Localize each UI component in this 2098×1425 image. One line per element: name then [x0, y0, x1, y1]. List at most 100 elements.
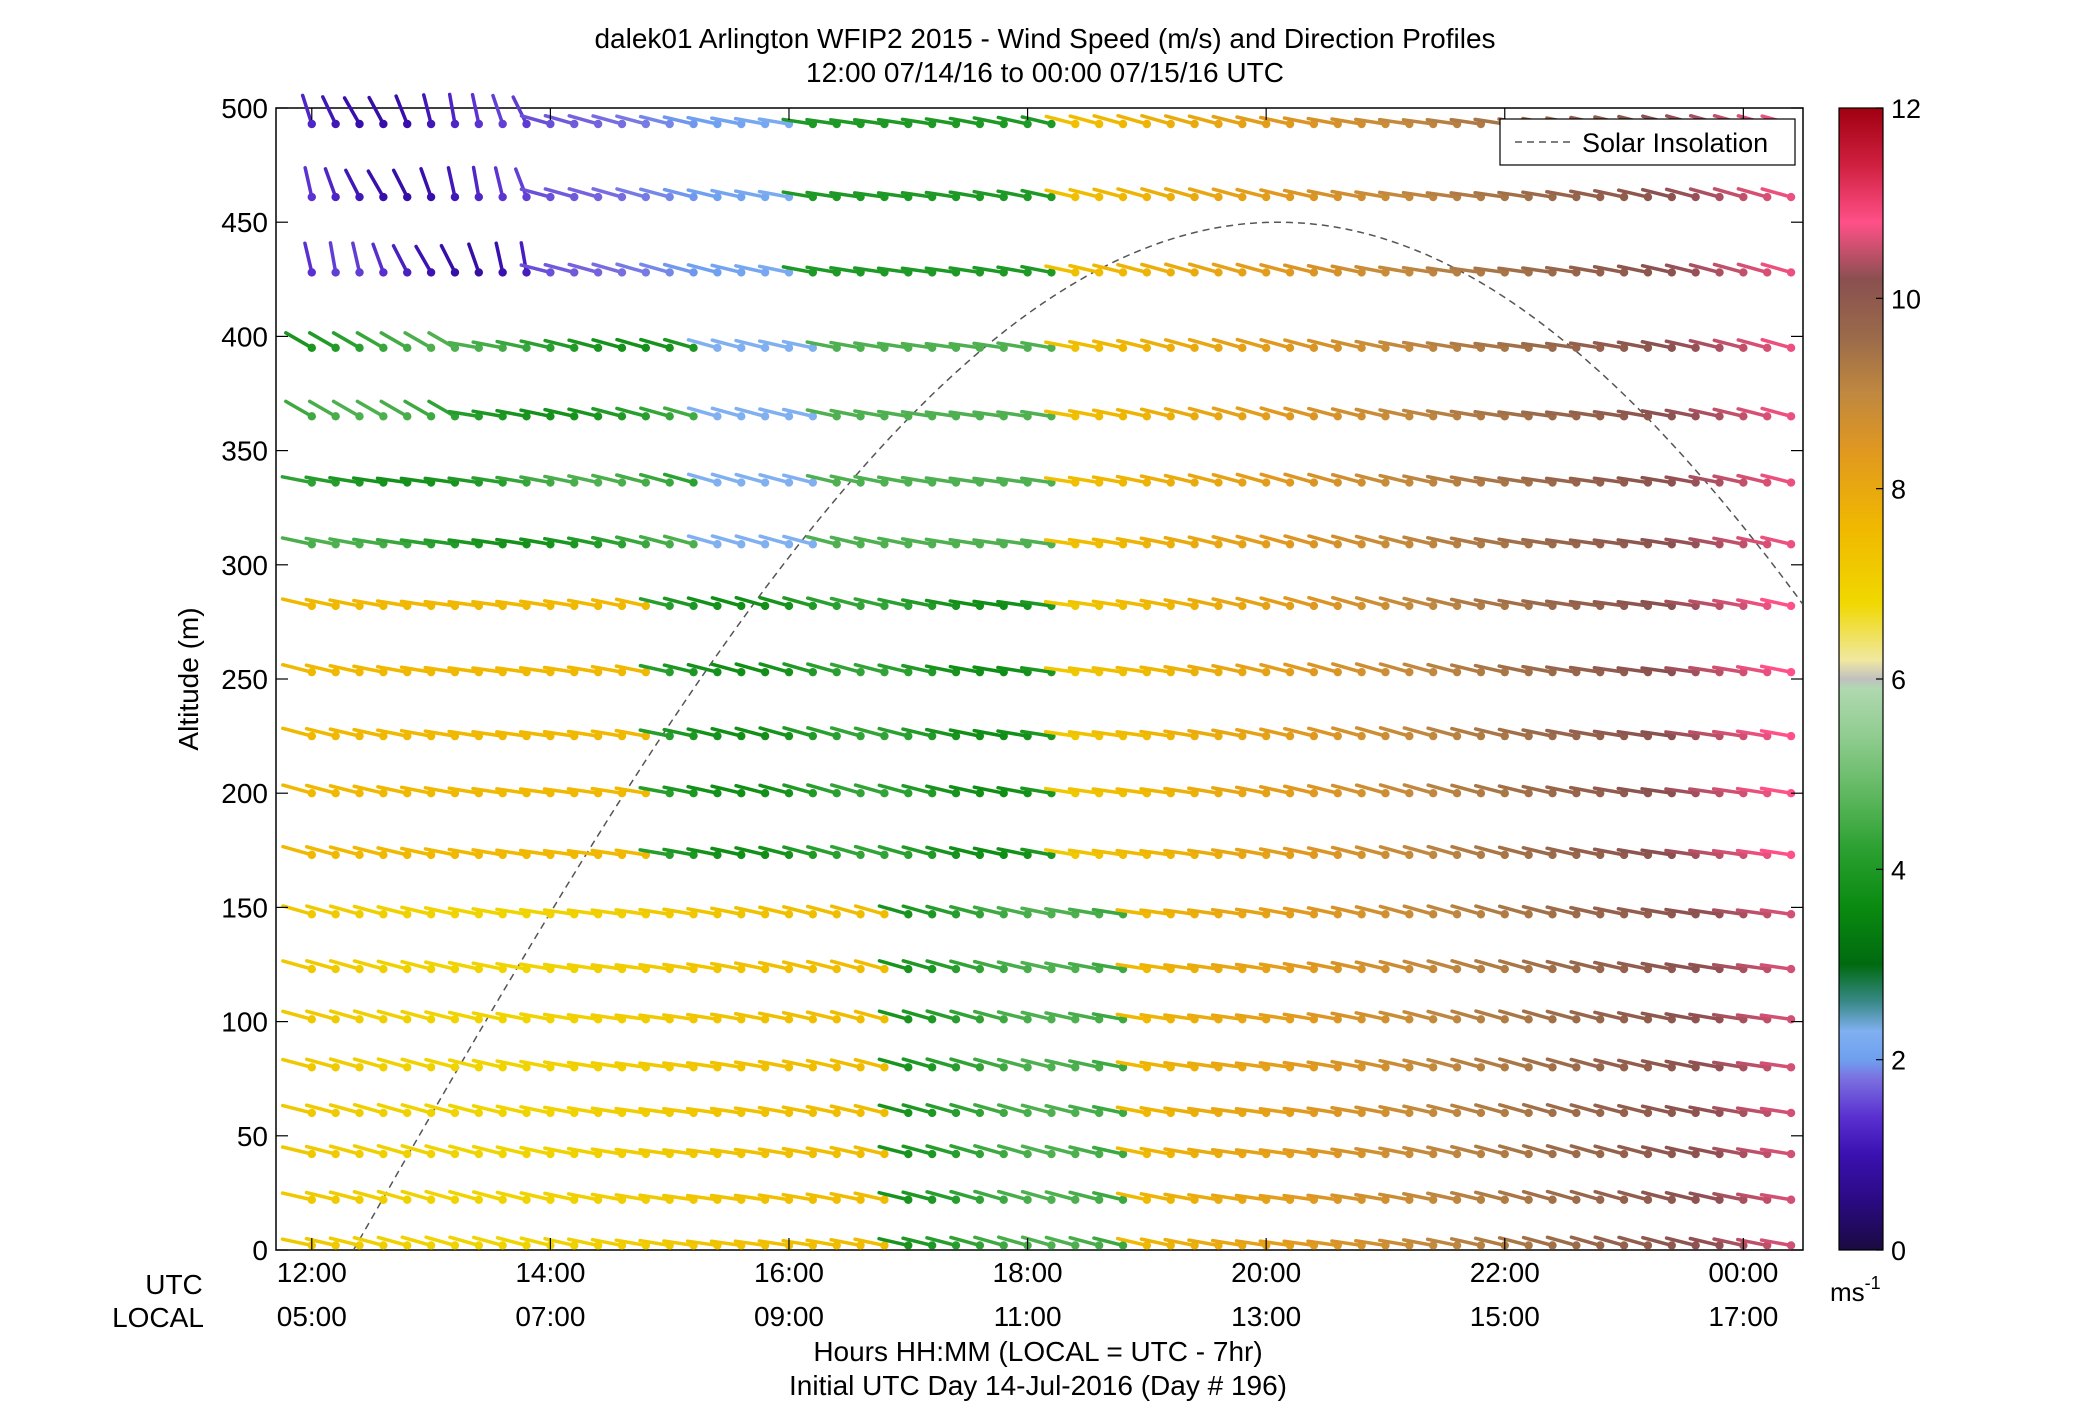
wind-barb-stem [300, 93, 314, 126]
local-tick-label: 13:00 [1231, 1301, 1301, 1332]
wind-barb [782, 596, 818, 611]
wind-barb [351, 241, 364, 277]
wind-barb-stem [1544, 410, 1579, 419]
wind-barb-stem [924, 598, 958, 608]
wind-barb-stem [304, 1144, 338, 1156]
wind-barb-dot [1094, 343, 1104, 353]
wind-barb-stem [1592, 729, 1626, 738]
wind-barb-dot [1428, 850, 1438, 860]
wind-barb-dot [1452, 910, 1462, 919]
wind-barb-stem [710, 662, 744, 674]
wind-barb-stem [1211, 337, 1245, 350]
wind-barb [567, 114, 603, 129]
wind-barb [495, 408, 531, 421]
wind-barb-stem [853, 662, 887, 674]
wind-barb-dot [1071, 1063, 1080, 1072]
wind-barb [948, 190, 985, 202]
colorbar-tick-label: 8 [1891, 475, 1906, 505]
wind-barb-dot [1214, 478, 1223, 487]
wind-barb-stem [439, 243, 457, 275]
wind-barb-dot [1476, 1108, 1486, 1118]
wind-barb [1259, 263, 1295, 277]
wind-barb-dot [1333, 1063, 1342, 1072]
wind-barb [1115, 537, 1152, 549]
wind-barb-stem [972, 538, 1006, 546]
barb-row [280, 534, 1796, 549]
wind-barb [399, 785, 436, 798]
wind-barb-stem [1067, 1011, 1101, 1022]
wind-barb-stem [1354, 190, 1388, 199]
wind-barb-stem [567, 262, 600, 275]
wind-barb-dot [1285, 731, 1295, 741]
wind-barb-stem [1426, 1057, 1459, 1070]
wind-barb-dot [1548, 910, 1557, 919]
wind-barb-dot [689, 268, 698, 277]
wind-barb-stem [1330, 1193, 1364, 1202]
wind-barb [949, 1189, 985, 1204]
wind-barb-stem [591, 262, 624, 275]
wind-barb-dot [975, 1241, 985, 1250]
wind-barb-stem [829, 596, 863, 608]
wind-barb-stem [996, 410, 1030, 419]
wind-barb-stem [1378, 783, 1412, 795]
wind-barb-dot [999, 789, 1008, 798]
wind-barb-stem [1759, 1106, 1793, 1115]
wind-barb-stem [1234, 1193, 1268, 1202]
wind-barb-stem [1140, 262, 1173, 275]
wind-barb [1474, 1144, 1509, 1159]
wind-barb [376, 1102, 412, 1118]
wind-barb [1259, 338, 1295, 353]
wind-barb [1139, 407, 1175, 421]
wind-barb [1402, 783, 1438, 798]
wind-barb-stem [781, 407, 815, 419]
wind-barb-stem [328, 1103, 362, 1115]
wind-barb [782, 905, 818, 919]
wind-barb-dot [856, 1195, 865, 1204]
wind-barb-stem [1091, 787, 1125, 795]
wind-barb [1163, 114, 1199, 129]
wind-barb [781, 1059, 818, 1072]
wind-barb-stem [1640, 666, 1674, 674]
wind-barb-dot [1643, 1108, 1653, 1118]
wind-barb [757, 1105, 794, 1118]
wind-barb-stem [1044, 1190, 1078, 1202]
wind-barb [877, 904, 913, 919]
wind-barb-dot [784, 850, 794, 860]
wind-barb [1449, 1237, 1486, 1250]
wind-barb [1020, 188, 1056, 202]
colorbar-strip [1838, 107, 1884, 1251]
wind-barb-stem [423, 786, 457, 795]
wind-barb-stem [1616, 1058, 1650, 1070]
wind-barb-stem [1378, 904, 1412, 917]
wind-barb [323, 167, 340, 202]
wind-barb-dot [570, 268, 579, 277]
wind-barb-stem [471, 848, 505, 857]
wind-barb-stem [1235, 472, 1268, 485]
wind-barb-stem [710, 784, 744, 795]
wind-barb-stem [638, 1013, 672, 1022]
wind-barb-dot [784, 964, 794, 974]
wind-barb-stem [972, 728, 1006, 738]
wind-barb-dot [1428, 1108, 1438, 1118]
wind-barb-dot [474, 1149, 484, 1159]
wind-barb-stem [1115, 908, 1149, 917]
wind-barb-dot [307, 964, 316, 974]
wind-barb-stem [331, 331, 362, 350]
wind-barb [1378, 1058, 1414, 1072]
wind-barb-dot [355, 1241, 364, 1250]
wind-barb-dot [1142, 540, 1152, 549]
wind-barb [1116, 262, 1152, 277]
wind-barb-dot [331, 412, 340, 421]
wind-barb-stem [781, 1010, 815, 1022]
wind-barb-stem [1354, 473, 1388, 485]
wind-barb-stem [1544, 265, 1579, 275]
wind-barb-stem [1593, 960, 1626, 971]
y-tick-label: 350 [221, 436, 268, 467]
wind-barb-dot [1190, 412, 1199, 421]
wind-barb-stem [591, 114, 624, 126]
wind-barb [638, 472, 674, 487]
wind-barb-dot [1572, 789, 1581, 798]
wind-barb-dot [379, 268, 388, 277]
wind-barb-stem [1306, 1012, 1340, 1022]
wind-barb-dot [403, 1063, 412, 1072]
